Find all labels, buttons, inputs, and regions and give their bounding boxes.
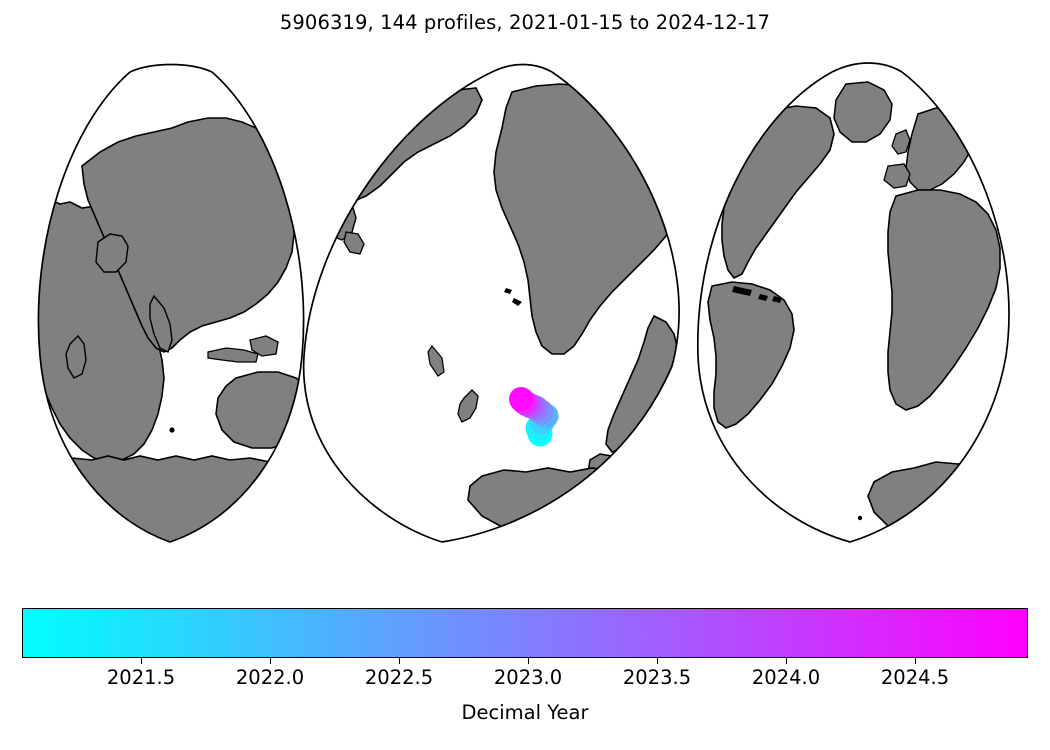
lobe2-outline-right xyxy=(441,71,680,543)
colorbar-tick-label: 2021.5 xyxy=(106,666,176,689)
island-dot-lobe3 xyxy=(857,515,863,521)
colorbar-tick-label: 2022.5 xyxy=(364,666,434,689)
landmass-south-america-west xyxy=(605,314,679,453)
landmass-madagascar xyxy=(65,334,87,379)
colorbar-tick xyxy=(786,658,787,664)
landmass-europe xyxy=(905,107,975,191)
landmass-british-isles xyxy=(891,129,911,155)
profile-point[interactable] xyxy=(509,387,533,411)
islands-hawaii xyxy=(504,288,522,306)
colorbar-tick xyxy=(141,658,142,664)
landmass-south-america-lobe3 xyxy=(707,281,795,429)
colorbar-tick-label: 2024.0 xyxy=(751,666,821,689)
lobe1-top-cap xyxy=(129,63,213,73)
profile-scatter-points[interactable] xyxy=(509,387,559,447)
landmass-north-america xyxy=(493,83,680,355)
landmass-arabia xyxy=(95,233,129,273)
figure-title: 5906319, 144 profiles, 2021-01-15 to 202… xyxy=(279,11,771,34)
landmass-japan xyxy=(343,231,365,255)
lobe3-outline xyxy=(697,71,1010,543)
lobe2-outline xyxy=(302,71,493,543)
landmass-eurasia xyxy=(81,117,295,353)
landmass-canada-usa xyxy=(721,105,835,280)
landmass-new-zealand xyxy=(457,389,479,423)
colorbar xyxy=(22,608,1028,658)
landmass-new-caledonia xyxy=(427,344,445,377)
colorbar-tick-label: 2023.5 xyxy=(622,666,692,689)
world-map xyxy=(37,62,1010,543)
landmass-alaska-siberia xyxy=(307,87,483,205)
landmass-australia xyxy=(215,371,304,449)
lobe1-outline xyxy=(37,71,305,543)
lobe2-top-cap xyxy=(491,63,553,73)
colorbar-tick xyxy=(915,658,916,664)
map-axes xyxy=(12,56,1038,556)
colorbar-axis-label: Decimal Year xyxy=(461,701,589,724)
colorbar-tick-label: 2022.0 xyxy=(235,666,305,689)
colorbar-tick xyxy=(528,658,529,664)
map-lobe-eurasia-africa xyxy=(37,63,305,543)
colorbar-tick xyxy=(657,658,658,664)
colorbar-tick-label: 2023.0 xyxy=(493,666,563,689)
map-lobe-pacific xyxy=(302,63,680,543)
colorbar-tick-label: 2024.5 xyxy=(880,666,950,689)
map-lobe-atlantic xyxy=(697,62,1010,543)
landmass-india xyxy=(149,294,173,353)
lobe3-top-cap xyxy=(831,62,903,73)
landmass-iberia xyxy=(883,163,911,189)
landmass-indonesia xyxy=(207,347,259,363)
islands-caribbean xyxy=(732,286,782,303)
colorbar-gradient xyxy=(22,608,1028,658)
island-dot-lobe1 xyxy=(169,427,175,433)
colorbar-tick xyxy=(270,658,271,664)
landmass-africa-lobe3 xyxy=(887,189,1001,411)
landmass-borneo xyxy=(249,335,279,357)
colorbar-tick xyxy=(399,658,400,664)
landmass-greenland xyxy=(833,81,893,143)
